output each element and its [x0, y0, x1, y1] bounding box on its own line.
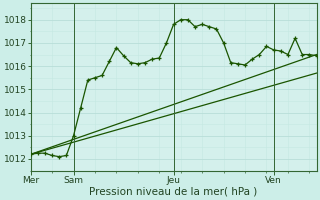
X-axis label: Pression niveau de la mer( hPa ): Pression niveau de la mer( hPa ) [90, 187, 258, 197]
